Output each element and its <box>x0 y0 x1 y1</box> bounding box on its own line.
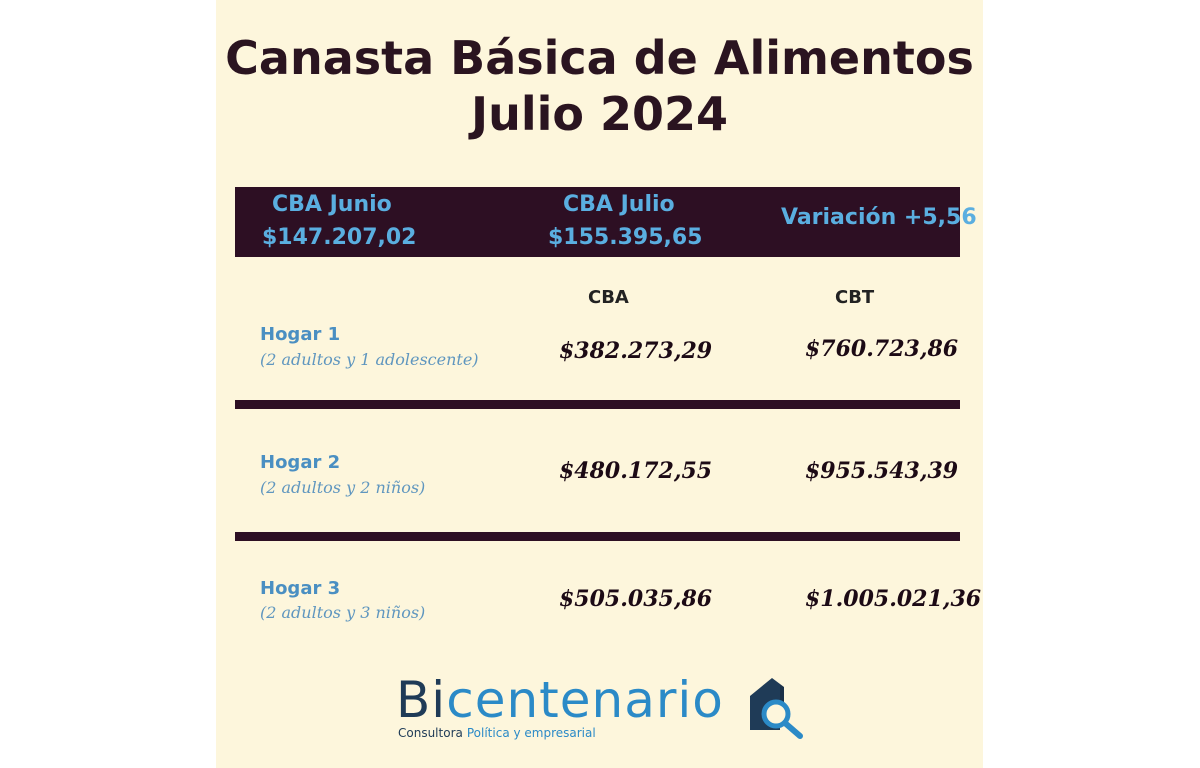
logo-subtitle-tagline: Política y empresarial <box>466 726 596 740</box>
logo-wordmark-bi: Bi <box>396 671 447 729</box>
hogar-3-cbt-value: $1.005.021,36 <box>805 586 982 612</box>
logo-subtitle: Consultora Política y empresarial <box>398 726 596 740</box>
row-divider-1 <box>235 400 960 409</box>
logo-subtitle-consultora: Consultora <box>398 726 463 740</box>
hogar-3-cba-value: $505.035,86 <box>559 586 713 612</box>
hogar-3-description: (2 adultos y 3 niños) <box>260 603 426 622</box>
hogar-2-name: Hogar 2 <box>260 452 341 473</box>
hogar-1-description: (2 adultos y 1 adolescente) <box>260 350 479 369</box>
cba-julio-value: $155.395,65 <box>548 225 703 250</box>
variacion-value: Variación +5,56 <box>781 205 977 230</box>
hogar-2-description: (2 adultos y 2 niños) <box>260 478 426 497</box>
hogar-1-cbt-value: $760.723,86 <box>805 336 959 362</box>
cba-julio-label: CBA Julio <box>563 192 675 217</box>
column-header-cbt: CBT <box>835 287 875 308</box>
hogar-2-cba-value: $480.172,55 <box>559 458 713 484</box>
cba-junio-value: $147.207,02 <box>262 225 417 250</box>
hogar-1-cba-value: $382.273,29 <box>559 338 713 364</box>
hogar-2-cbt-value: $955.543,39 <box>805 458 959 484</box>
logo-wordmark-rest: centenario <box>446 671 724 729</box>
bicentenario-logo: Bicentenario Consultora Política y empres… <box>396 672 816 752</box>
house-magnifier-icon <box>744 670 808 740</box>
hogar-1-name: Hogar 1 <box>260 324 341 345</box>
title-line-2: Julio 2024 <box>470 87 729 141</box>
title-line-1: Canasta Básica de Alimentos <box>225 31 974 85</box>
row-divider-2 <box>235 532 960 541</box>
logo-wordmark: Bicentenario <box>396 672 724 728</box>
hogar-3-name: Hogar 3 <box>260 578 341 599</box>
column-header-cba: CBA <box>588 287 629 308</box>
cba-junio-label: CBA Junio <box>272 192 392 217</box>
summary-band: CBA Junio $147.207,02 CBA Julio $155.395… <box>235 187 977 257</box>
infographic-card: Canasta Básica de Alimentos Julio 2024 C… <box>216 0 983 768</box>
